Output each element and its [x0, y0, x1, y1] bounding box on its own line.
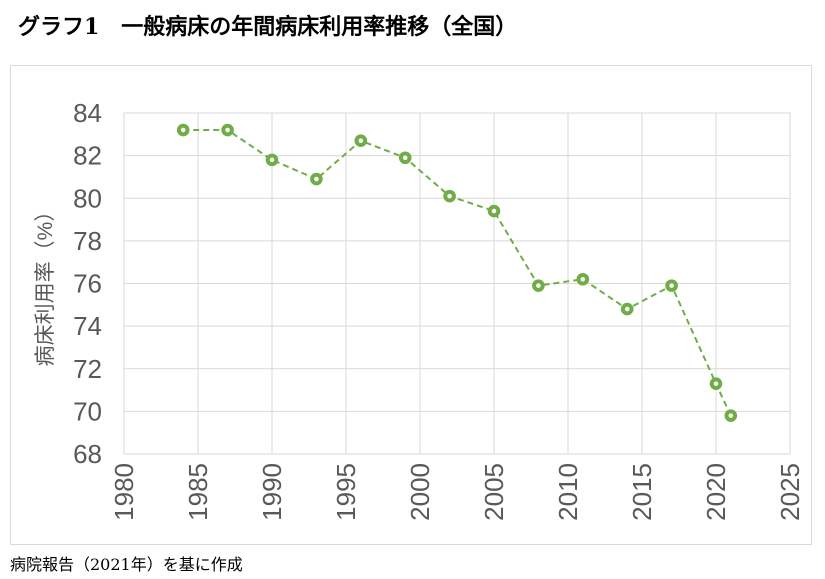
data-point-marker: [443, 189, 456, 203]
data-point-marker: [665, 279, 678, 292]
x-tick-label: 2010: [553, 463, 583, 521]
data-point-marker: [487, 204, 501, 218]
y-tick-label: 80: [73, 183, 102, 213]
data-point-marker: [221, 123, 234, 137]
series-line: [183, 129, 732, 417]
y-tick-label: 78: [73, 226, 102, 256]
data-point-marker: [310, 172, 323, 186]
x-tick-label: 2025: [775, 463, 805, 521]
y-tick-label: 84: [73, 98, 102, 128]
x-tick-label: 1985: [183, 463, 213, 521]
data-point-marker: [620, 302, 634, 316]
source-note: 病院報告（2021年）を基に作成: [10, 555, 243, 574]
y-tick-label: 76: [73, 269, 102, 299]
y-tick-label: 70: [73, 396, 102, 426]
x-tick-label: 2020: [701, 463, 731, 521]
data-point-marker: [398, 151, 412, 165]
chart-container: 68 70 72 74 76 78 80 82 84 1980 1985 1990 1995 2000 20…: [10, 65, 812, 545]
data-point-marker: [354, 134, 368, 148]
y-tick-label: 82: [73, 141, 102, 171]
x-tick-label: 2005: [479, 463, 509, 521]
y-tick-label: 68: [73, 439, 102, 469]
y-tick-label: 72: [73, 354, 102, 384]
data-point-marker: [265, 153, 279, 167]
x-tick-label: 2000: [405, 463, 435, 521]
data-point-marker: [576, 272, 590, 286]
chart-title: グラフ1 一般病床の年間病床利用率推移（全国）: [18, 14, 518, 40]
data-point-marker: [709, 377, 723, 390]
x-tick-label: 1990: [257, 463, 287, 521]
data-point-marker: [532, 279, 545, 292]
x-tick-label: 1980: [109, 463, 139, 521]
plot-border: [123, 112, 791, 455]
line-chart: 68 70 72 74 76 78 80 82 84 1980 1985 1990 1995 2000 20…: [34, 98, 805, 521]
data-point-marker: [176, 123, 190, 137]
y-tick-label: 74: [73, 311, 102, 341]
data-point-marker: [724, 409, 738, 422]
x-tick-label: 2015: [627, 463, 657, 521]
y-axis-title: 病床利用率（%）: [34, 201, 57, 367]
x-tick-label: 1995: [331, 463, 361, 521]
